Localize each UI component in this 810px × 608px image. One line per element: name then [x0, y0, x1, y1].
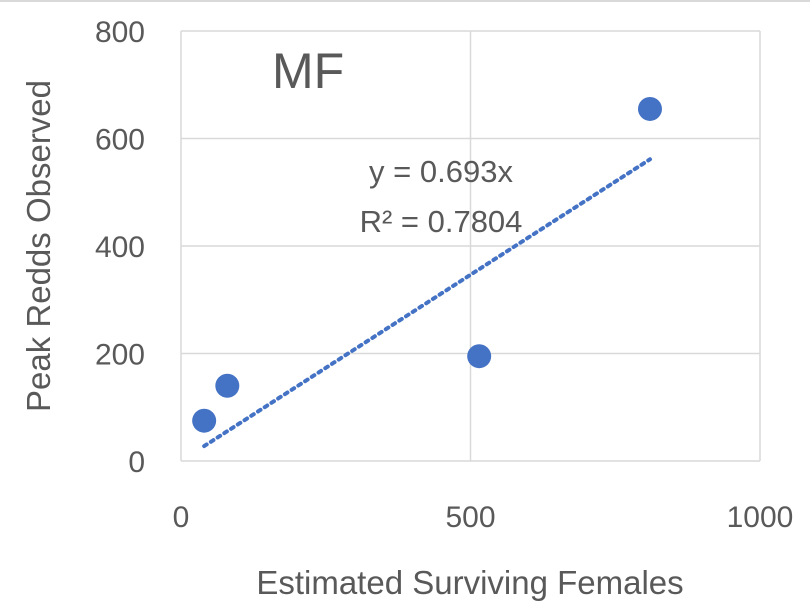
data-point	[467, 344, 492, 369]
y-axis-title: Peak Redds Observed	[20, 80, 57, 412]
grid-layer	[180, 30, 761, 462]
data-point	[192, 408, 217, 433]
y-tick-label: 600	[95, 124, 145, 157]
x-axis-title: Estimated Surviving Females	[256, 564, 683, 601]
x-tick-label: 500	[445, 501, 495, 534]
trendline-equation: y = 0.693x	[369, 154, 513, 189]
y-tick-label: 800	[95, 16, 145, 49]
y-tick-label: 200	[95, 339, 145, 372]
data-point	[215, 373, 240, 398]
data-point	[637, 96, 662, 121]
x-tick-label: 1000	[727, 501, 794, 534]
data-points-layer	[192, 96, 662, 433]
x-tick-label: 0	[173, 501, 190, 534]
top-border-line	[0, 0, 810, 2]
trendline-layer	[202, 157, 652, 449]
trendline	[202, 157, 652, 449]
chart-title: MF	[272, 43, 344, 99]
tick-labels-layer: 0 200 400 600 800 0 500 1000	[95, 16, 793, 534]
y-tick-label: 400	[95, 231, 145, 264]
trendline-r-squared: R² = 0.7804	[360, 204, 523, 239]
y-tick-label: 0	[128, 446, 145, 479]
